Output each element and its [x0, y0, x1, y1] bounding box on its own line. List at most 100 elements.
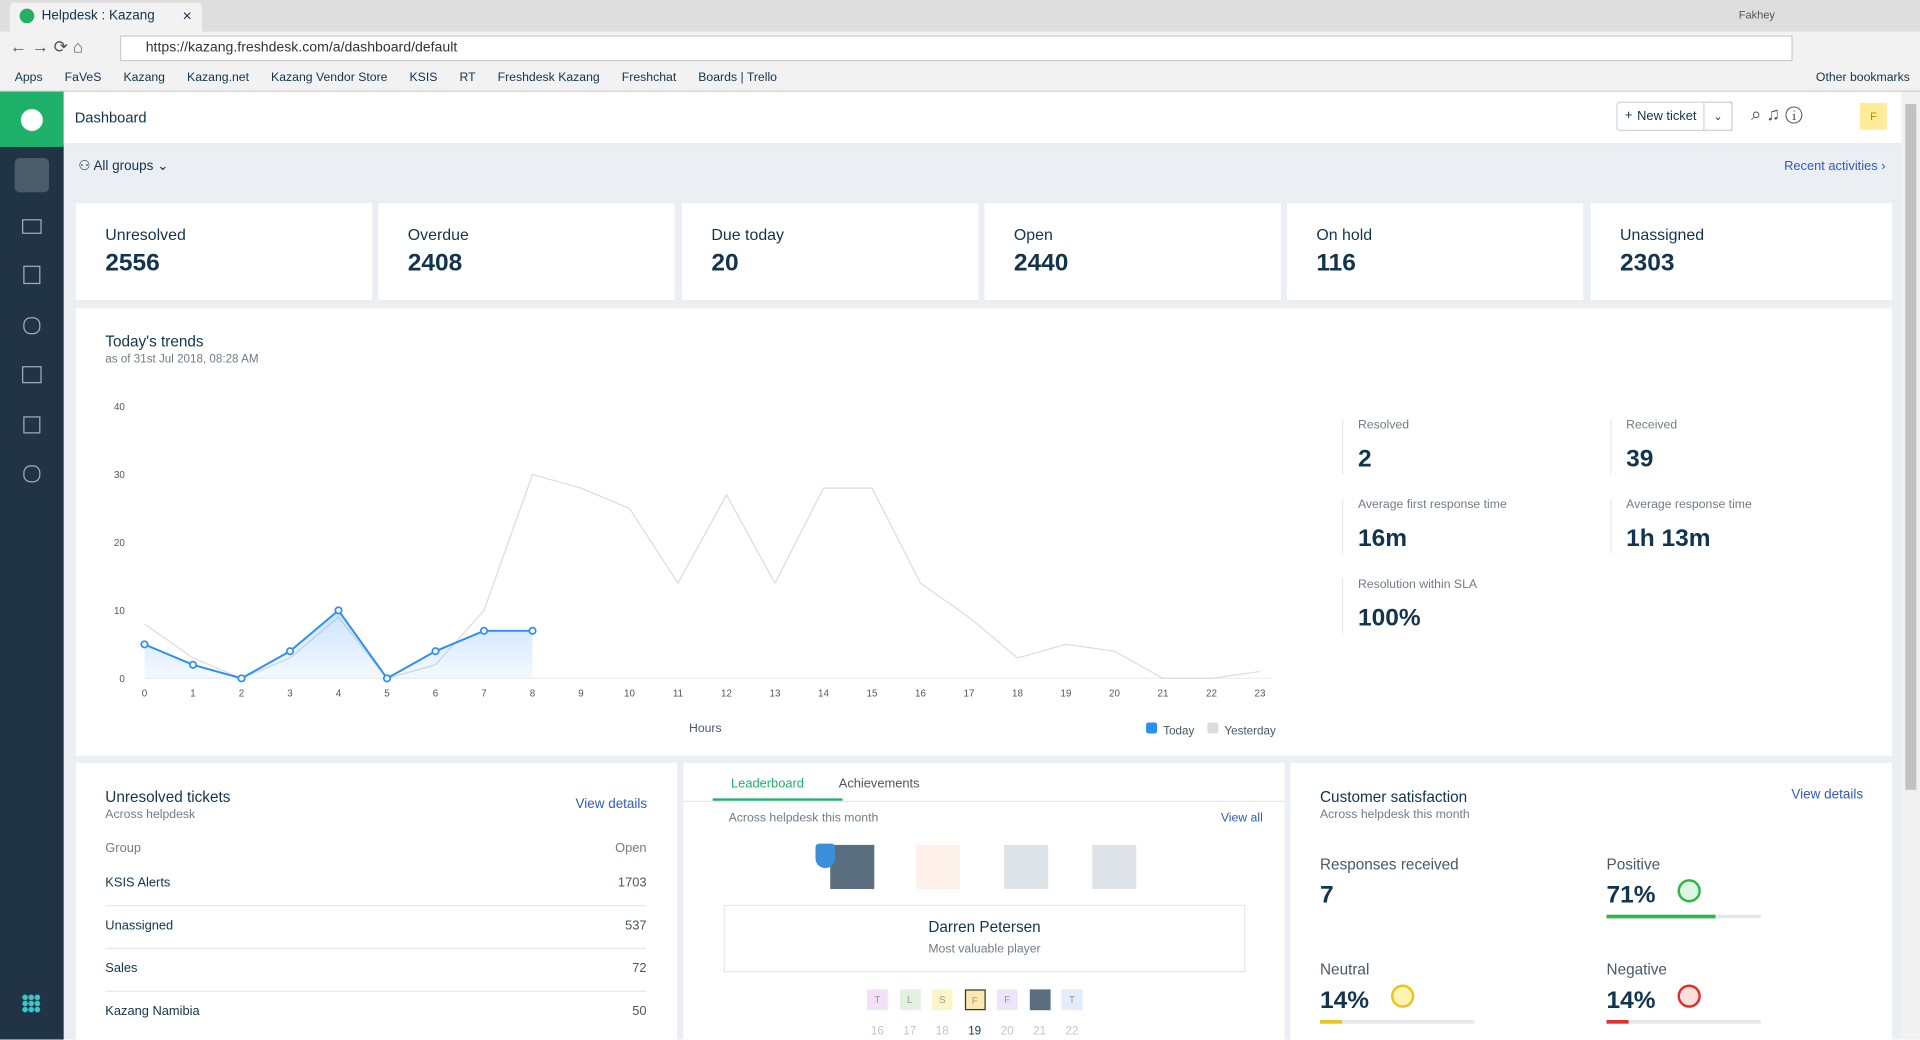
responses-label: Responses received [1320, 855, 1459, 874]
bookmark[interactable]: Kazang Vendor Store [271, 70, 388, 84]
day-badge: F [964, 989, 986, 1011]
sentiment-face [1391, 984, 1415, 1008]
view-details[interactable]: View details [575, 797, 648, 812]
point [140, 640, 149, 649]
group-name[interactable]: KSIS Alerts [105, 875, 171, 891]
avatar[interactable]: F [1860, 102, 1887, 130]
stat-value: 2 [1357, 445, 1372, 473]
responses-value: 7 [1320, 881, 1334, 909]
x-tick-label: 2 [239, 689, 244, 700]
sentiment-face [1677, 984, 1701, 1008]
open-count: 72 [632, 961, 647, 976]
bookmark[interactable]: KSIS [409, 70, 438, 84]
view-all[interactable]: View all [1220, 811, 1263, 826]
group-filter[interactable]: ⚇ All groups ⌄ [78, 159, 169, 174]
x-tick-label: 10 [624, 689, 635, 700]
tab[interactable]: Helpdesk : Kazang × [9, 2, 203, 32]
sidebar [0, 91, 64, 1040]
stat-label: Resolution within SLA [1357, 577, 1478, 592]
day-number: 19 [968, 1024, 982, 1039]
legend-swatch [1146, 722, 1158, 734]
x-tick-label: 0 [142, 689, 148, 700]
group-filter-label: All groups [93, 159, 154, 174]
sentiment-label: Positive [1606, 855, 1661, 874]
point [237, 674, 246, 683]
stat-divider [1610, 418, 1612, 474]
stat-label: Received [1626, 418, 1678, 433]
summary-card[interactable]: Unassigned 2303 [1590, 203, 1892, 301]
bookmark[interactable]: FaVeS [64, 70, 102, 84]
summary-card[interactable]: Due today 20 [682, 203, 979, 301]
stat-value: 1h 13m [1626, 525, 1711, 553]
day-badge: F [996, 989, 1018, 1011]
today-area [144, 610, 533, 679]
button-label: New ticket [1637, 108, 1697, 124]
recent-activities[interactable]: Recent activities › [1784, 159, 1886, 174]
stat-value: 16m [1357, 525, 1407, 553]
sentiment-value: 71% [1606, 881, 1656, 909]
x-tick-label: 15 [867, 689, 878, 700]
bar-fill [1606, 914, 1717, 919]
bookmark[interactable]: Boards | Trello [698, 70, 777, 84]
bookmark[interactable]: Kazang [123, 70, 166, 84]
card-label: Unassigned [1620, 225, 1705, 244]
x-tick-label: 11 [673, 689, 683, 700]
legend-swatch [1207, 722, 1219, 734]
user-name: Fakhey [1738, 8, 1775, 21]
sentiment-value: 14% [1606, 986, 1656, 1014]
mvp-card: Darren Petersen Most valuable player [723, 904, 1246, 973]
tab-title: Helpdesk : Kazang [41, 8, 155, 24]
header: Dashboard + New ticket ⌄ ⌕ ♫ ⓘ F [63, 91, 1902, 145]
point [285, 647, 295, 656]
day-number: 18 [935, 1024, 949, 1039]
stat-divider [1342, 577, 1344, 634]
card-label: Overdue [407, 225, 469, 244]
x-tick-label: 4 [336, 689, 342, 700]
group-name[interactable]: Sales [105, 961, 138, 976]
bar-fill [1606, 1020, 1629, 1024]
y-tick-label: 30 [114, 470, 125, 481]
sentiment-label: Negative [1606, 961, 1667, 979]
summary-card[interactable]: Open 2440 [984, 203, 1281, 301]
x-tick-label: 18 [1012, 689, 1023, 700]
tab-achievements[interactable]: Achievements [838, 776, 920, 792]
bookmark[interactable]: Kazang.net [187, 70, 250, 84]
day-badge: T [1061, 989, 1083, 1011]
point [188, 660, 198, 669]
bookmark[interactable]: RT [459, 70, 476, 84]
url: https://kazang.freshdesk.com/a/dashboard… [145, 40, 458, 56]
tab-leaderboard[interactable]: Leaderboard [731, 776, 804, 792]
summary-card[interactable]: Unresolved 2556 [75, 203, 373, 301]
stat-label: Average response time [1626, 498, 1752, 512]
address-bar[interactable]: https://kazang.freshdesk.com/a/dashboard… [120, 35, 1793, 62]
bookmark[interactable]: Freshchat [621, 70, 677, 84]
bookmark[interactable]: Apps [14, 70, 43, 84]
day-badge: L [899, 989, 921, 1011]
point [479, 626, 489, 635]
trends-title: Today's trends [105, 333, 204, 351]
point [382, 674, 392, 683]
sentiment-label: Neutral [1320, 961, 1370, 979]
x-tick-label: 8 [530, 689, 536, 700]
x-tick-label: 5 [384, 689, 390, 700]
x-tick-label: 20 [1109, 689, 1120, 700]
summary-card[interactable]: On hold 116 [1286, 203, 1584, 301]
open-count: 50 [632, 1004, 647, 1019]
panel-title: Unresolved tickets [105, 788, 231, 806]
point [528, 626, 537, 635]
bookmark[interactable]: Other bookmarks [1815, 71, 1910, 85]
y-tick-label: 20 [114, 538, 125, 549]
bookmark[interactable]: Freshdesk Kazang [497, 70, 600, 84]
row-divider [105, 904, 647, 907]
sentiment-value: 14% [1320, 986, 1370, 1014]
satisfaction-panel: Customer satisfaction Across helpdesk th… [1290, 762, 1892, 1040]
group-name[interactable]: Unassigned [105, 918, 174, 934]
unresolved-panel: Unresolved tickets Across helpdesk View … [75, 762, 678, 1040]
group-name[interactable]: Kazang Namibia [105, 1004, 200, 1019]
day-number: 16 [870, 1024, 884, 1039]
view-details[interactable]: View details [1791, 787, 1864, 803]
new-ticket-button[interactable]: + New ticket [1616, 101, 1733, 132]
x-tick-label: 16 [915, 689, 926, 700]
summary-card[interactable]: Overdue 2408 [378, 203, 675, 301]
